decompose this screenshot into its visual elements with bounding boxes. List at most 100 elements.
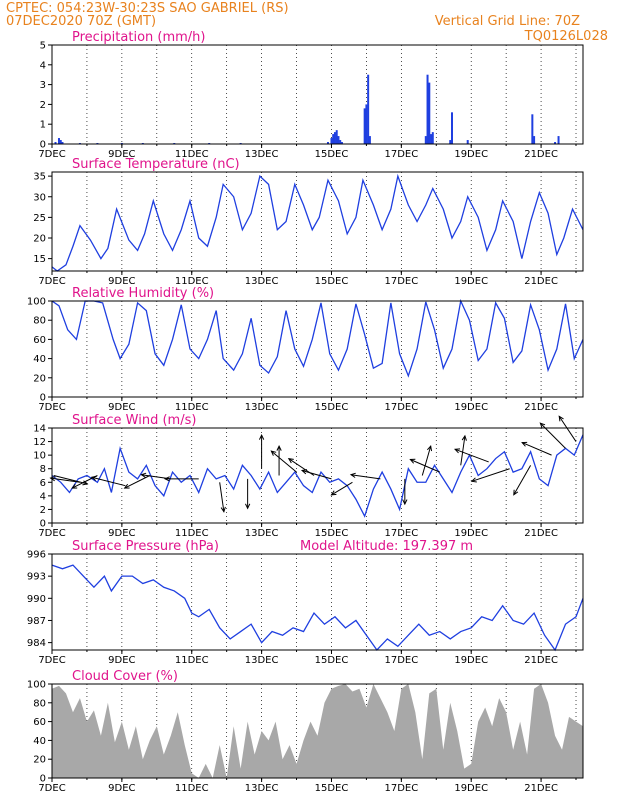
precip-bar	[61, 142, 64, 144]
y-tick-label: 0	[40, 393, 46, 404]
precip-bar	[557, 136, 560, 144]
precip-bar	[59, 140, 62, 144]
wind-arrow-head	[402, 499, 408, 506]
y-tick-label: 0	[40, 519, 46, 530]
x-tick-label: 9DEC	[108, 655, 135, 666]
x-tick-label: 11DEC	[175, 149, 209, 160]
x-tick-label: 11DEC	[175, 528, 209, 539]
x-tick-label: 11DEC	[175, 655, 209, 666]
x-tick-label: 21DEC	[524, 276, 558, 287]
wind-arrow	[558, 416, 577, 442]
panel-precip: 0 1 2 3 4 5 7DEC 9DEC 11DEC 13DEC 15DEC 17DEC 19DEC 2…	[38, 30, 584, 160]
y-tick-label: 8	[40, 464, 46, 475]
wind-arrow-head	[454, 448, 461, 454]
y-tick-label: 0	[40, 140, 46, 151]
precip-bar	[428, 82, 431, 144]
wind-arrow-head	[49, 476, 56, 482]
precip-bar	[335, 130, 338, 144]
x-tick-label: 15DEC	[315, 402, 349, 413]
precip-bar	[332, 134, 335, 144]
wind-arrow	[539, 422, 566, 449]
panel-wind: 0 2 4 6 8 10 12 14 7DEC 9DEC 11DEC 13DEC 15DEC 17DEC 1…	[33, 413, 584, 539]
y-tick-label: 35	[33, 172, 46, 183]
panel-cloud: 0 20 40 60 80 100 7DEC 9DEC 11DEC 13DEC 15DEC 17DEC…	[27, 669, 584, 794]
x-tick-label: 15DEC	[315, 276, 349, 287]
x-tick-label: 9DEC	[108, 276, 135, 287]
precip-bar	[326, 142, 329, 144]
precip-bar	[430, 134, 433, 144]
y-tick-label: 20	[33, 373, 46, 384]
x-tick-label: 19DEC	[454, 528, 488, 539]
wind-arrow-head	[409, 458, 416, 464]
wind-arrow	[350, 474, 381, 480]
x-tick-label: 13DEC	[245, 149, 279, 160]
grid-note: Vertical Grid Line: 70Z	[435, 14, 580, 29]
x-tick-label: 7DEC	[38, 149, 65, 160]
y-tick-label: 15	[33, 254, 46, 265]
y-tick-label: 40	[33, 736, 46, 747]
x-tick-label: 21DEC	[524, 783, 558, 794]
x-tick-label: 19DEC	[454, 655, 488, 666]
rh-line	[51, 298, 584, 378]
precip-bar	[554, 142, 557, 144]
precip-bar	[449, 140, 452, 144]
x-tick-label: 15DEC	[315, 655, 349, 666]
x-tick-label: 13DEC	[245, 655, 279, 666]
x-tick-label: 21DEC	[524, 149, 558, 160]
temp-line	[51, 173, 584, 272]
wind-arrow-head	[276, 444, 282, 451]
y-tick-label: 987	[27, 616, 46, 627]
precip-bar	[426, 74, 429, 144]
x-tick-label: 21DEC	[524, 655, 558, 666]
x-tick-label: 7DEC	[38, 528, 65, 539]
press-line	[51, 564, 584, 652]
x-tick-label: 9DEC	[108, 528, 135, 539]
x-tick-label: 13DEC	[245, 276, 279, 287]
wind-arrow-head	[220, 506, 226, 513]
x-tick-label: 9DEC	[108, 149, 135, 160]
panel-temp: 15 20 25 30 35 7DEC 9DEC 11DEC 13DEC 15DEC 17DEC 19…	[33, 157, 584, 287]
x-tick-label: 17DEC	[384, 276, 418, 287]
panel-frame	[51, 171, 584, 272]
precip-bar	[450, 112, 453, 144]
wind-line	[51, 434, 584, 518]
y-tick-label: 3	[40, 80, 46, 91]
x-tick-label: 17DEC	[384, 402, 418, 413]
wind-arrow-head	[558, 415, 564, 422]
wind-arrow	[454, 448, 489, 463]
precip-bar	[368, 136, 371, 144]
precip-bar	[533, 136, 536, 144]
x-tick-label: 15DEC	[315, 149, 349, 160]
precip-bar	[340, 142, 343, 144]
y-tick-label: 1	[40, 120, 46, 131]
precip-bar	[337, 136, 340, 144]
wind-arrow-head	[300, 469, 308, 475]
panel-title: Surface Pressure (hPa)	[72, 539, 219, 554]
wind-arrow-head	[245, 503, 251, 510]
wind-arrow	[421, 445, 432, 476]
wind-arrow-head	[287, 458, 294, 464]
panel-press: 984 987 990 993 996 7DEC 9DEC 11DEC 13DEC 15DEC 17…	[27, 539, 584, 666]
y-tick-label: 20	[33, 755, 46, 766]
y-tick-label: 984	[27, 638, 46, 649]
x-tick-label: 19DEC	[454, 276, 488, 287]
x-tick-label: 17DEC	[384, 149, 418, 160]
wind-arrow-head	[163, 476, 170, 482]
wind-arrow-head	[539, 422, 546, 429]
x-tick-label: 19DEC	[454, 149, 488, 160]
wind-arrow	[471, 468, 510, 482]
wind-arrow	[124, 475, 151, 489]
x-tick-label: 11DEC	[175, 402, 209, 413]
precip-bar	[365, 104, 368, 144]
y-tick-label: 100	[27, 680, 46, 691]
wind-vectors	[49, 415, 577, 513]
precip-bar	[54, 142, 57, 144]
x-tick-label: 15DEC	[315, 783, 349, 794]
model-altitude: Model Altitude: 197.397 m	[300, 539, 473, 554]
y-tick-label: 996	[27, 550, 46, 561]
y-tick-label: 990	[27, 594, 46, 605]
x-tick-label: 17DEC	[384, 528, 418, 539]
y-tick-label: 4	[40, 60, 46, 71]
y-tick-label: 100	[27, 297, 46, 308]
